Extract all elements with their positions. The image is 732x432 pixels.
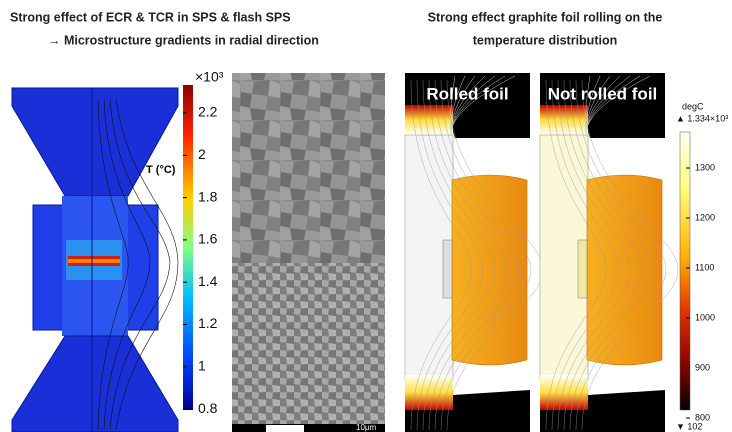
tick-label: 1100: [695, 262, 714, 272]
micrograph: [232, 73, 385, 432]
scale-bar-label: 10µm: [356, 423, 377, 432]
right-title: Strong effect graphite foil rolling on t…: [428, 10, 663, 24]
left-title: Strong effect of ECR & TCR in SPS & flas…: [10, 10, 291, 24]
field-line: [551, 79, 619, 431]
foil: [577, 239, 588, 299]
bottom-hot: [405, 375, 453, 410]
left-subtitle: → Microstructure gradients in radial dir…: [48, 33, 319, 47]
field-line: [422, 79, 496, 431]
tick-label: 2: [198, 146, 206, 162]
tick-label: 1.4: [198, 273, 218, 289]
colorbar-label: T (°C): [146, 164, 176, 176]
field-line: [545, 79, 607, 431]
tick-label: 1000: [695, 312, 715, 322]
colorbar: [679, 131, 691, 411]
top-hot: [405, 105, 453, 135]
field-line: [416, 79, 484, 431]
tick-label: 2.2: [198, 104, 218, 120]
tick-label: 1: [198, 358, 206, 374]
bottom-hot: [540, 375, 588, 410]
bottom-electrode: [405, 390, 530, 432]
tick-label: 1300: [695, 162, 715, 172]
colorbar: [183, 85, 193, 410]
top-hot: [540, 105, 588, 135]
field-line: [575, 79, 667, 431]
right-subtitle: temperature distribution: [473, 33, 617, 47]
bottom-electrode: [540, 390, 665, 432]
panel-label: Not rolled foil: [548, 84, 658, 103]
foil-simulations: Rolled foil Not rolled foil: [404, 73, 679, 432]
colorbar-min: ▼ 102: [676, 421, 702, 431]
colorbar-max: ▲ 1.334×10³: [676, 113, 728, 123]
field-line: [563, 79, 643, 431]
field-line: [428, 79, 508, 431]
field-line: [450, 75, 516, 137]
tick-label: 1.2: [198, 315, 218, 331]
cylinder: [451, 174, 528, 366]
field-line: [434, 79, 520, 431]
tick-label: 1.6: [198, 231, 218, 247]
sps-simulation: [11, 87, 179, 432]
foil: [442, 239, 453, 299]
field-line: [585, 75, 651, 137]
panel-label: Rolled foil: [426, 84, 508, 103]
tick-label: 1200: [695, 212, 715, 222]
field-line: [440, 79, 532, 431]
field-line: [569, 79, 655, 431]
tick-label: 800: [695, 412, 710, 422]
field-line: [410, 79, 472, 431]
tick-label: 900: [695, 362, 710, 372]
tick-label: 0.8: [198, 400, 218, 416]
colorbar-unit: degC: [682, 101, 704, 111]
colorbar-multiplier: ×10³: [195, 69, 224, 85]
field-line: [557, 79, 631, 431]
field-line: [581, 79, 679, 431]
tick-label: 1.8: [198, 188, 218, 204]
cylinder: [586, 174, 663, 366]
